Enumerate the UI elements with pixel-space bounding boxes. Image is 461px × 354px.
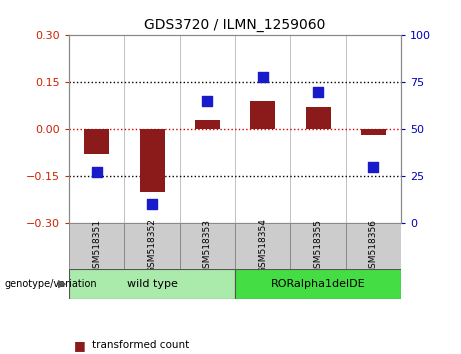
Text: transformed count: transformed count xyxy=(92,340,189,350)
Point xyxy=(204,98,211,104)
Bar xyxy=(235,269,401,299)
Bar xyxy=(361,129,386,136)
Bar xyxy=(180,223,235,269)
Text: GSM518354: GSM518354 xyxy=(258,218,267,274)
Text: GSM518352: GSM518352 xyxy=(148,218,157,274)
Text: GSM518353: GSM518353 xyxy=(203,218,212,274)
Text: GSM518355: GSM518355 xyxy=(313,218,323,274)
Point xyxy=(314,89,322,95)
Bar xyxy=(84,129,109,154)
Text: ▶: ▶ xyxy=(59,279,67,289)
Bar xyxy=(306,107,331,129)
Bar xyxy=(124,223,180,269)
Text: GSM518356: GSM518356 xyxy=(369,218,378,274)
Point xyxy=(148,201,156,207)
Text: genotype/variation: genotype/variation xyxy=(5,279,97,289)
Bar xyxy=(346,223,401,269)
Point xyxy=(93,170,100,175)
Bar xyxy=(69,269,235,299)
Bar xyxy=(250,101,275,129)
Point xyxy=(370,164,377,170)
Bar xyxy=(290,223,346,269)
Point xyxy=(259,74,266,80)
Bar xyxy=(195,120,220,129)
Text: GSM518351: GSM518351 xyxy=(92,218,101,274)
Text: ■: ■ xyxy=(74,339,85,352)
Title: GDS3720 / ILMN_1259060: GDS3720 / ILMN_1259060 xyxy=(144,18,326,32)
Text: wild type: wild type xyxy=(127,279,177,289)
Bar xyxy=(69,223,124,269)
Bar xyxy=(140,129,165,192)
Text: RORalpha1delDE: RORalpha1delDE xyxy=(271,279,366,289)
Bar xyxy=(235,223,290,269)
